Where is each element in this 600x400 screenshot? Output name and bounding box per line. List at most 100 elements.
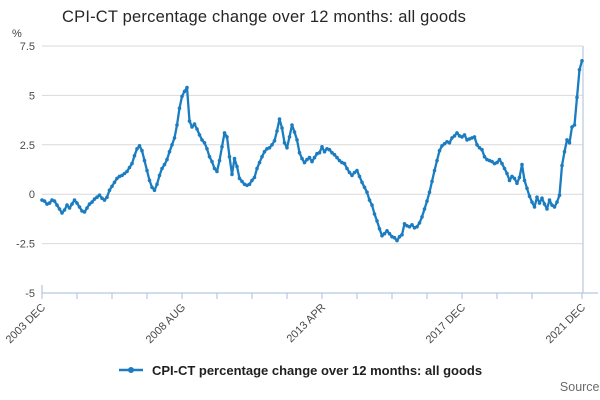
- data-point-marker: [537, 201, 542, 205]
- data-point-marker: [127, 165, 132, 170]
- data-point-marker: [342, 161, 347, 166]
- data-point-marker: [102, 198, 107, 202]
- data-point-marker: [462, 133, 467, 137]
- data-point-marker: [452, 134, 457, 138]
- data-point-marker: [142, 158, 147, 163]
- data-point-marker: [570, 125, 574, 129]
- data-point-marker: [57, 207, 62, 211]
- data-point-marker: [332, 152, 337, 157]
- data-point-marker: [455, 131, 459, 135]
- data-point-marker: [92, 197, 97, 201]
- data-point-marker: [137, 144, 142, 148]
- data-point-marker: [120, 173, 124, 178]
- y-tick-label: -2.5: [16, 239, 35, 251]
- data-point-marker: [515, 181, 519, 186]
- data-point-marker: [260, 154, 264, 159]
- data-point-marker: [527, 194, 532, 198]
- data-point-marker: [560, 163, 564, 168]
- data-point-marker: [257, 160, 262, 165]
- data-point-marker: [195, 127, 199, 131]
- data-point-marker: [477, 146, 482, 150]
- data-point-marker: [510, 174, 514, 179]
- data-point-marker: [152, 188, 157, 192]
- x-tick-label: 2013 APR: [285, 302, 329, 346]
- series-line: [40, 59, 584, 242]
- data-point-marker: [522, 178, 527, 183]
- data-point-marker: [495, 160, 499, 165]
- data-point-marker: [185, 85, 189, 90]
- data-point-marker: [255, 166, 259, 171]
- data-point-marker: [192, 122, 197, 126]
- data-point-marker: [60, 211, 64, 215]
- data-point-marker: [212, 166, 217, 171]
- data-point-marker: [240, 179, 244, 184]
- data-point-marker: [292, 130, 297, 134]
- data-point-marker: [190, 125, 194, 129]
- data-point-marker: [90, 200, 94, 204]
- data-point-marker: [217, 158, 222, 163]
- data-point-marker: [275, 129, 279, 133]
- data-point-marker: [205, 147, 209, 151]
- data-point-marker: [210, 159, 214, 164]
- data-point-marker: [280, 126, 284, 130]
- data-point-marker: [532, 205, 537, 209]
- data-point-marker: [227, 154, 232, 159]
- data-point-marker: [107, 188, 112, 192]
- y-tick-label: 2.5: [20, 140, 35, 152]
- data-point-marker: [377, 227, 382, 231]
- data-point-marker: [335, 155, 339, 160]
- data-point-marker: [235, 164, 239, 169]
- data-point-marker: [150, 185, 154, 190]
- data-point-marker: [87, 202, 92, 206]
- data-point-marker: [215, 169, 219, 174]
- data-point-marker: [530, 200, 534, 204]
- data-point-marker: [270, 143, 274, 147]
- data-point-marker: [362, 185, 367, 190]
- data-point-marker: [410, 223, 414, 227]
- data-point-marker: [550, 203, 554, 207]
- data-point-marker: [545, 207, 549, 211]
- x-tick-label: 2021 DEC: [544, 302, 588, 346]
- data-point-marker: [147, 178, 152, 183]
- data-point-marker: [500, 161, 504, 166]
- data-point-marker: [110, 184, 114, 189]
- data-point-marker: [512, 176, 517, 181]
- data-point-marker: [220, 145, 224, 149]
- data-point-marker: [52, 199, 57, 203]
- data-point-marker: [222, 131, 227, 135]
- data-point-marker: [162, 162, 167, 167]
- data-point-marker: [502, 166, 507, 171]
- data-point-marker: [347, 170, 352, 175]
- data-point-marker: [180, 94, 184, 99]
- data-point-marker: [115, 176, 119, 181]
- data-point-marker: [535, 195, 539, 199]
- data-point-marker: [387, 231, 392, 236]
- data-point-marker: [540, 196, 544, 200]
- data-point-marker: [182, 89, 187, 94]
- data-point-marker: [155, 182, 159, 187]
- data-point-marker: [355, 168, 359, 173]
- data-point-marker: [520, 162, 524, 167]
- data-point-marker: [367, 198, 372, 202]
- data-point-marker: [547, 198, 552, 202]
- legend-line-marker-icon: [118, 367, 143, 373]
- data-point-marker: [395, 238, 399, 243]
- data-point-marker: [100, 196, 104, 200]
- data-point-marker: [385, 229, 389, 233]
- data-point-marker: [77, 205, 82, 209]
- data-point-marker: [372, 212, 377, 216]
- data-point-marker: [112, 180, 117, 185]
- data-point-marker: [72, 198, 77, 202]
- data-point-marker: [322, 149, 327, 154]
- data-point-marker: [262, 149, 267, 154]
- data-point-marker: [167, 149, 172, 154]
- data-point-marker: [200, 138, 204, 142]
- data-point-marker: [287, 135, 292, 139]
- data-point-marker: [202, 141, 207, 145]
- data-point-marker: [135, 147, 139, 151]
- data-point-marker: [415, 225, 419, 229]
- data-point-marker: [440, 144, 444, 148]
- data-point-marker: [460, 135, 464, 139]
- data-point-marker: [357, 174, 362, 179]
- data-point-marker: [55, 203, 59, 207]
